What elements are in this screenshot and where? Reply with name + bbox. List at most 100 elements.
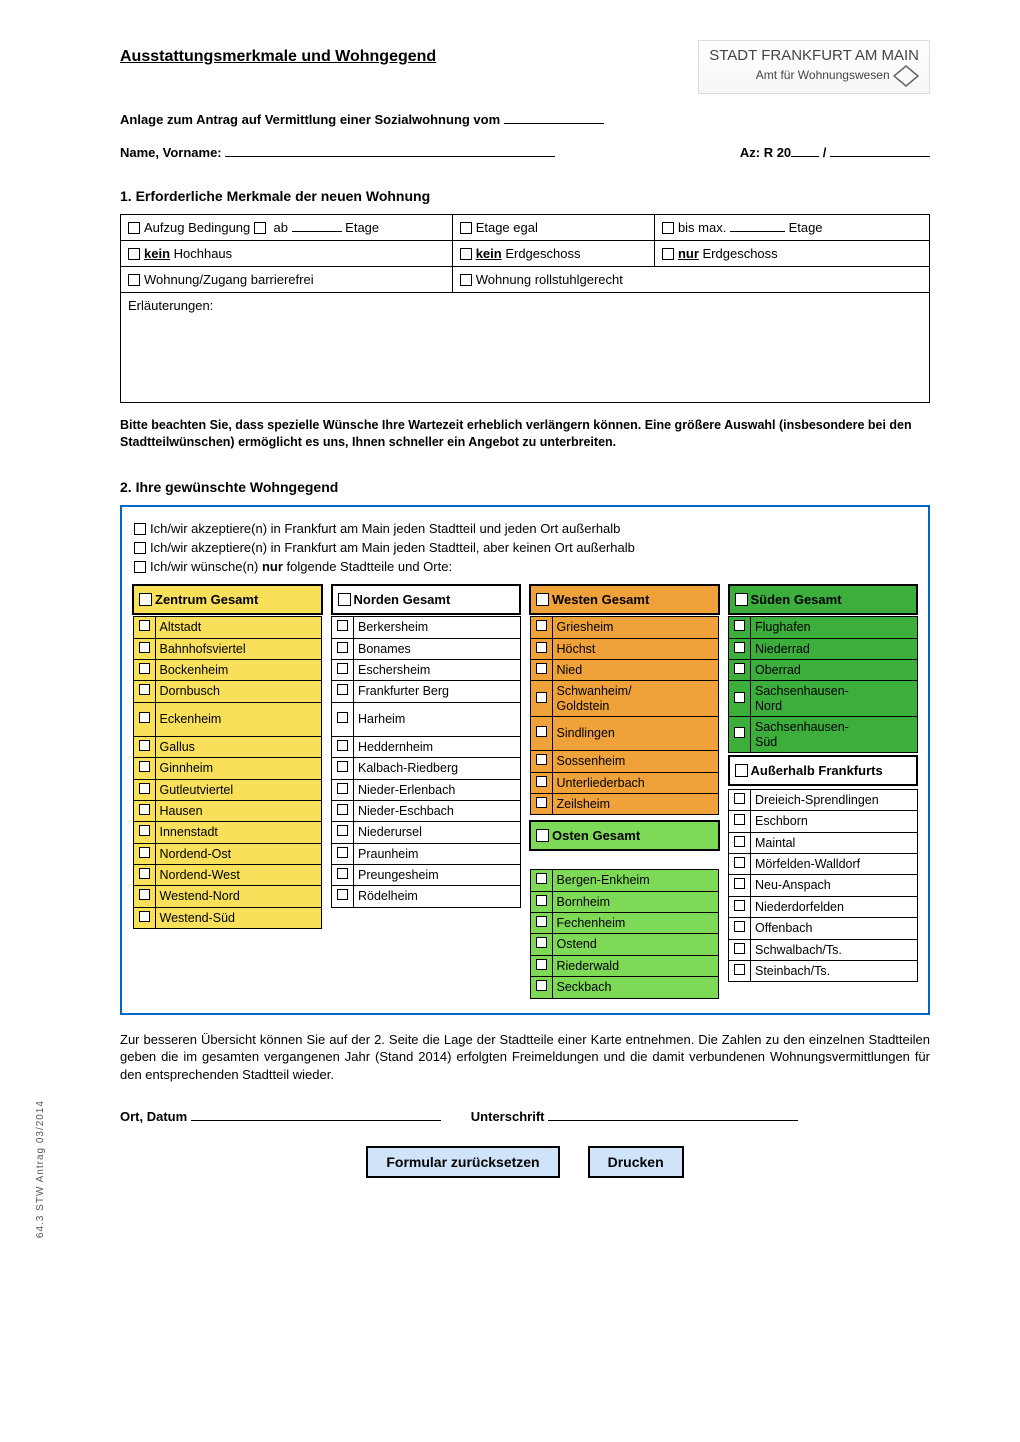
district-checkbox[interactable] — [536, 916, 547, 927]
wheelchair-checkbox[interactable] — [460, 274, 472, 286]
district-checkbox[interactable] — [337, 620, 348, 631]
no-groundfloor-checkbox[interactable] — [460, 248, 472, 260]
page-title: Ausstattungsmerkmale und Wohngegend — [120, 48, 436, 66]
district-checkbox[interactable] — [734, 900, 745, 911]
district-checkbox[interactable] — [536, 642, 547, 653]
district-checkbox[interactable] — [139, 847, 150, 858]
district-label: Schwanheim/Goldstein — [552, 681, 719, 717]
elevator-checkbox[interactable] — [128, 222, 140, 234]
district-checkbox[interactable] — [337, 804, 348, 815]
district-checkbox[interactable] — [734, 727, 745, 738]
district-checkbox[interactable] — [337, 684, 348, 695]
floor-any-checkbox[interactable] — [460, 222, 472, 234]
district-checkbox[interactable] — [337, 889, 348, 900]
logo-line-2: Amt für Wohnungswesen — [709, 65, 919, 87]
district-checkbox[interactable] — [536, 726, 547, 737]
district-checkbox[interactable] — [536, 937, 547, 948]
district-label: Bockenheim — [155, 660, 322, 681]
district-checkbox[interactable] — [337, 825, 348, 836]
district-checkbox[interactable] — [536, 776, 547, 787]
district-checkbox[interactable] — [139, 825, 150, 836]
district-checkbox[interactable] — [139, 911, 150, 922]
district-label: Sossenheim — [552, 751, 719, 772]
district-checkbox[interactable] — [734, 836, 745, 847]
district-checkbox[interactable] — [734, 921, 745, 932]
district-checkbox[interactable] — [139, 761, 150, 772]
district-checkbox[interactable] — [734, 964, 745, 975]
district-checkbox[interactable] — [734, 793, 745, 804]
district-checkbox[interactable] — [536, 692, 547, 703]
district-label: Dornbusch — [155, 681, 322, 702]
accept-specific-checkbox[interactable] — [134, 561, 146, 573]
elevator-from-checkbox[interactable] — [254, 222, 266, 234]
district-checkbox[interactable] — [139, 684, 150, 695]
district-checkbox[interactable] — [139, 642, 150, 653]
accept-ffm-only-checkbox[interactable] — [134, 542, 146, 554]
district-checkbox[interactable] — [536, 895, 547, 906]
district-label: Nied — [552, 660, 719, 681]
district-label: Fechenheim — [552, 913, 719, 934]
district-checkbox[interactable] — [734, 878, 745, 889]
district-checkbox[interactable] — [734, 642, 745, 653]
features-table: Aufzug Bedingung ab Etage Etage egal bis… — [120, 214, 930, 403]
district-checkbox[interactable] — [337, 642, 348, 653]
district-checkbox[interactable] — [139, 712, 150, 723]
district-checkbox[interactable] — [536, 797, 547, 808]
district-label: Offenbach — [751, 918, 918, 939]
district-group-checkbox[interactable] — [735, 593, 748, 606]
district-checkbox[interactable] — [139, 740, 150, 751]
floor-max-checkbox[interactable] — [662, 222, 674, 234]
district-checkbox[interactable] — [337, 847, 348, 858]
district-checkbox[interactable] — [139, 663, 150, 674]
reset-button[interactable]: Formular zurücksetzen — [366, 1146, 559, 1178]
district-checkbox[interactable] — [139, 783, 150, 794]
print-button[interactable]: Drucken — [588, 1146, 684, 1178]
district-label: Praunheim — [354, 843, 521, 864]
form-code: 64.3 STW Antrag 03/2014 — [35, 1100, 46, 1238]
district-checkbox[interactable] — [536, 873, 547, 884]
barrierfree-checkbox[interactable] — [128, 274, 140, 286]
district-checkbox[interactable] — [337, 783, 348, 794]
district-label: Gallus — [155, 736, 322, 757]
district-label: Niederursel — [354, 822, 521, 843]
district-group-checkbox[interactable] — [536, 593, 549, 606]
district-label: Bergen-Enkheim — [552, 870, 719, 891]
district-checkbox[interactable] — [734, 692, 745, 703]
district-group-checkbox[interactable] — [536, 829, 549, 842]
district-checkbox[interactable] — [536, 754, 547, 765]
district-checkbox[interactable] — [734, 857, 745, 868]
district-checkbox[interactable] — [337, 712, 348, 723]
signature-field[interactable]: Unterschrift — [471, 1109, 798, 1124]
district-label: Unterliederbach — [552, 772, 719, 793]
only-groundfloor-checkbox[interactable] — [662, 248, 674, 260]
district-checkbox[interactable] — [337, 761, 348, 772]
district-checkbox[interactable] — [337, 740, 348, 751]
district-checkbox[interactable] — [536, 663, 547, 674]
district-checkbox[interactable] — [734, 620, 745, 631]
district-checkbox[interactable] — [139, 868, 150, 879]
district-checkbox[interactable] — [139, 889, 150, 900]
district-group-checkbox[interactable] — [139, 593, 152, 606]
district-group-checkbox[interactable] — [338, 593, 351, 606]
accept-all-checkbox[interactable] — [134, 523, 146, 535]
place-date-field[interactable]: Ort, Datum — [120, 1109, 441, 1124]
district-checkbox[interactable] — [139, 804, 150, 815]
district-checkbox[interactable] — [139, 620, 150, 631]
district-checkbox[interactable] — [734, 943, 745, 954]
name-field[interactable]: Name, Vorname: — [120, 145, 555, 160]
district-label: Preungesheim — [354, 865, 521, 886]
az-field[interactable]: Az: R 20 / — [740, 145, 930, 160]
district-checkbox[interactable] — [536, 959, 547, 970]
district-group-checkbox[interactable] — [735, 764, 748, 777]
district-checkbox[interactable] — [734, 814, 745, 825]
district-label: Nieder-Eschbach — [354, 800, 521, 821]
district-checkbox[interactable] — [337, 663, 348, 674]
district-label: Steinbach/Ts. — [751, 960, 918, 981]
district-checkbox[interactable] — [337, 868, 348, 879]
no-highrise-checkbox[interactable] — [128, 248, 140, 260]
district-checkbox[interactable] — [536, 980, 547, 991]
district-checkbox[interactable] — [734, 663, 745, 674]
notes-field[interactable]: Erläuterungen: — [121, 293, 930, 403]
district-checkbox[interactable] — [536, 620, 547, 631]
district-label: Dreieich-Sprendlingen — [751, 789, 918, 810]
